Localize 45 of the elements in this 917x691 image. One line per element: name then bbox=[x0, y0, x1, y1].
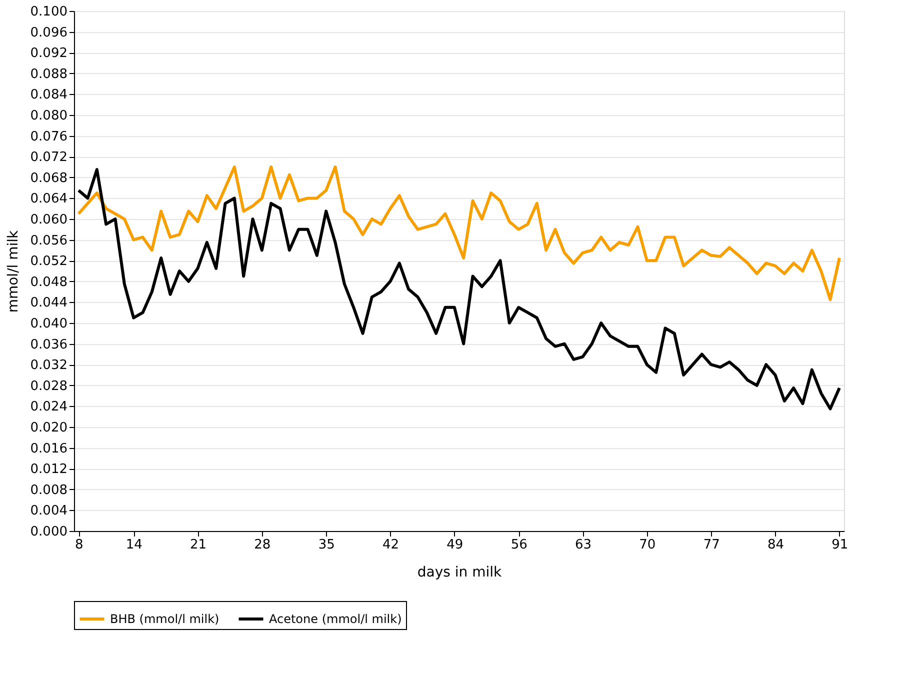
y-tick-label: 0.036 bbox=[30, 337, 68, 352]
y-tick-label: 0.068 bbox=[30, 170, 68, 186]
x-tick-label: 21 bbox=[190, 538, 207, 552]
x-tick-label: 28 bbox=[254, 538, 271, 552]
y-tick-label: 0.080 bbox=[30, 108, 68, 124]
y-tick-label: 0.096 bbox=[30, 25, 68, 40]
y-tick-label: 0.024 bbox=[30, 400, 68, 415]
y-tick-label: 0.028 bbox=[30, 378, 68, 394]
legend-label: BHB (mmol/l milk) bbox=[110, 612, 220, 626]
x-tick-label: 35 bbox=[318, 538, 335, 552]
y-tick-label: 0.060 bbox=[30, 212, 68, 228]
x-tick-label: 63 bbox=[574, 538, 592, 552]
y-tick-label: 0.000 bbox=[30, 524, 68, 540]
y-tick-label: 0.016 bbox=[30, 441, 68, 456]
y-tick-label: 0.064 bbox=[30, 192, 68, 207]
x-tick-label: 56 bbox=[510, 538, 528, 552]
x-tick-label: 84 bbox=[767, 538, 784, 552]
y-tick-label: 0.100 bbox=[30, 4, 68, 20]
legend-label: Acetone (mmol/l milk) bbox=[269, 612, 402, 626]
y-tick-label: 0.088 bbox=[30, 66, 68, 82]
y-tick-label: 0.044 bbox=[30, 296, 68, 311]
line-series bbox=[77, 166, 841, 302]
x-tick-label: 49 bbox=[446, 538, 464, 552]
y-tick-label: 0.056 bbox=[30, 233, 68, 248]
y-tick-label: 0.076 bbox=[30, 129, 68, 144]
x-tick-label: 91 bbox=[832, 538, 848, 552]
y-axis-title: mmol/l milk bbox=[5, 229, 22, 313]
x-tick-label: 70 bbox=[639, 538, 656, 552]
y-tick-label: 0.032 bbox=[30, 358, 68, 374]
y-tick-label: 0.052 bbox=[30, 254, 68, 270]
x-tick-label: 77 bbox=[703, 538, 720, 552]
y-tick-label: 0.040 bbox=[30, 316, 68, 332]
y-tick-label: 0.084 bbox=[30, 88, 68, 103]
x-tick-label: 8 bbox=[74, 538, 84, 552]
line-series bbox=[77, 168, 841, 410]
y-tick-label: 0.020 bbox=[30, 420, 68, 436]
x-tick-label: 42 bbox=[382, 538, 400, 552]
y-tick-label: 0.008 bbox=[30, 482, 68, 498]
y-tick-label: 0.004 bbox=[30, 504, 68, 519]
x-tick-label: 14 bbox=[126, 538, 142, 552]
y-tick-label: 0.072 bbox=[30, 150, 68, 166]
y-tick-label: 0.048 bbox=[30, 274, 68, 290]
x-axis-title: days in milk bbox=[417, 564, 503, 580]
y-tick-label: 0.092 bbox=[30, 46, 68, 62]
y-tick-label: 0.012 bbox=[30, 462, 68, 478]
